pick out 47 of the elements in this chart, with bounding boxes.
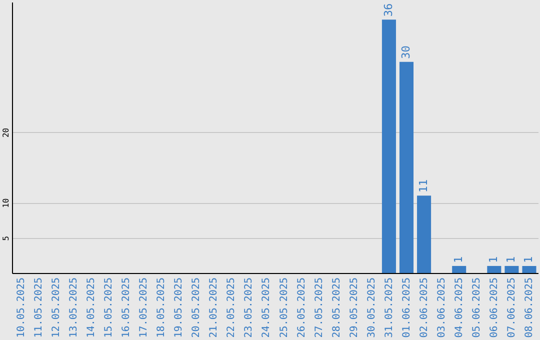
- x-tick-label: 19.05.2025: [174, 278, 185, 338]
- x-tick-label: 28.05.2025: [331, 278, 342, 338]
- bar: [487, 266, 502, 273]
- x-tick-label: 08.06.2025: [524, 278, 536, 338]
- x-tick-label: 15.05.2025: [103, 278, 114, 338]
- x-tick-label: 24.05.2025: [261, 278, 272, 338]
- data-label: 11: [417, 179, 430, 193]
- y-tick-label: 20: [2, 128, 10, 138]
- x-tick-label: 18.05.2025: [156, 278, 168, 338]
- x-tick-label: 04.06.2025: [454, 278, 466, 338]
- data-label: 30: [400, 46, 412, 59]
- x-tick-label: 27.05.2025: [314, 278, 325, 338]
- y-tick-label: 10: [2, 198, 10, 208]
- data-label: 36: [382, 3, 395, 17]
- x-tick-label: 26.05.2025: [296, 278, 308, 338]
- x-tick-label: 29.05.2025: [348, 278, 360, 338]
- x-tick-label: 01.06.2025: [402, 278, 412, 338]
- x-tick-label: 10.05.2025: [16, 278, 27, 338]
- x-tick-label: 06.06.2025: [489, 278, 500, 338]
- data-label: 1: [504, 256, 518, 263]
- x-tick-label: 07.06.2025: [506, 278, 518, 338]
- x-tick-label: 16.05.2025: [120, 278, 132, 338]
- x-tick-label: 23.05.2025: [244, 278, 255, 338]
- x-tick-label: 12.05.2025: [50, 278, 62, 338]
- x-tick-label: 31.05.2025: [384, 278, 395, 338]
- bar: [504, 266, 519, 273]
- data-label: 1: [452, 256, 466, 263]
- x-tick-label: 14.05.2025: [86, 278, 97, 338]
- x-tick-label: 30.05.2025: [366, 278, 378, 338]
- x-tick-label: 21.05.2025: [208, 278, 220, 338]
- data-label: 1: [522, 256, 536, 263]
- x-tick-label: 02.06.2025: [419, 278, 430, 338]
- x-tick-label: 13.05.2025: [68, 278, 80, 338]
- data-label: 1: [487, 256, 500, 263]
- x-tick-label: 03.06.2025: [436, 278, 448, 338]
- x-tick-label: 17.05.2025: [138, 278, 150, 338]
- x-tick-label: 22.05.2025: [226, 278, 238, 338]
- y-tick-label: 5: [2, 236, 10, 241]
- bar: [399, 62, 414, 273]
- x-tick-label: 11.05.2025: [33, 278, 44, 338]
- bar: [382, 20, 396, 273]
- x-tick-label: 05.06.2025: [472, 278, 483, 338]
- bar: [522, 266, 536, 273]
- bar: [452, 266, 466, 273]
- x-tick-label: 20.05.2025: [191, 278, 202, 338]
- bar: [417, 196, 432, 273]
- x-tick-label: 25.05.2025: [278, 278, 290, 338]
